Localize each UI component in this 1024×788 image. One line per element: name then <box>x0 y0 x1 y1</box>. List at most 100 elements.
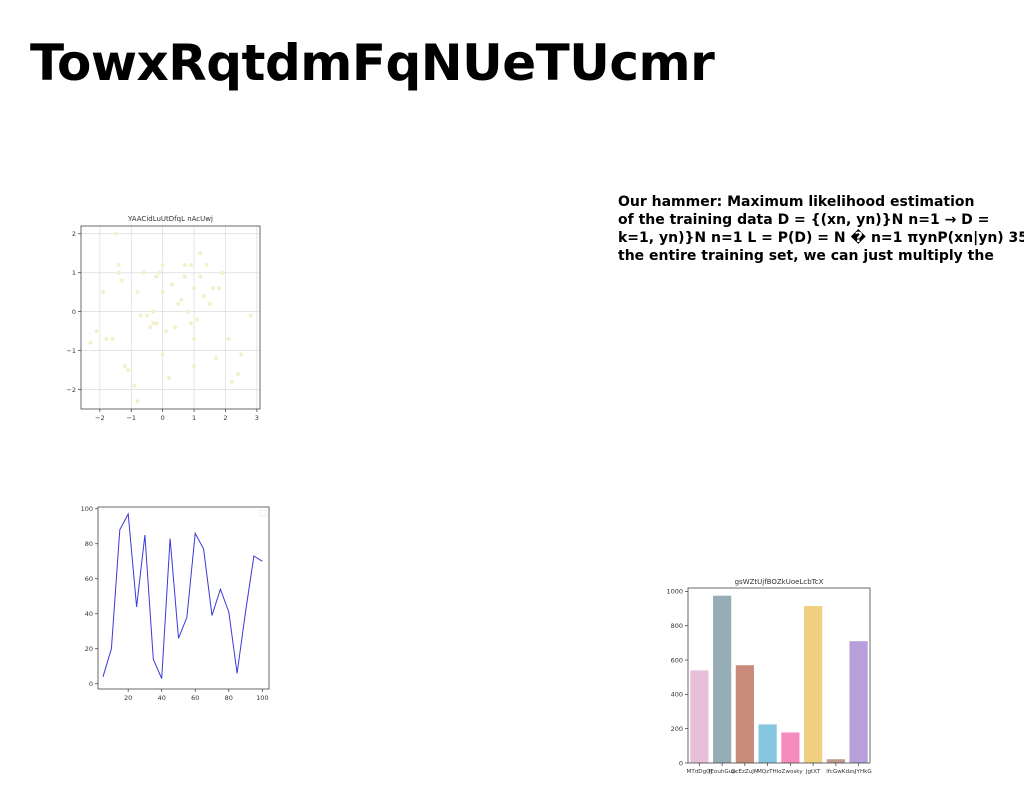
y-tick-label: −2 <box>66 386 76 394</box>
y-tick-label: 80 <box>85 540 93 548</box>
x-tick-label: 60 <box>191 694 199 702</box>
scatter-point <box>122 364 128 369</box>
y-tick-label: 20 <box>85 645 93 653</box>
scatter-point <box>226 336 231 342</box>
y-tick-label: 0 <box>89 680 93 688</box>
scatter-point <box>166 375 172 380</box>
y-tick-label: 1 <box>72 269 76 277</box>
scatter-point <box>191 286 197 291</box>
x-tick-label: −1 <box>126 414 136 422</box>
scatter-point <box>207 301 212 306</box>
scatter-point <box>160 352 165 357</box>
chart-title: YAACidLuUtDfqL nAcUwj <box>127 215 213 223</box>
line-chart: 20 40 60 80 100 0 20 40 60 80 100 <box>81 505 270 702</box>
scatter-point <box>195 317 200 322</box>
scatter-point <box>169 282 175 287</box>
scatter-point <box>239 352 244 357</box>
scatter-point <box>191 364 197 369</box>
scatter-point <box>182 274 187 279</box>
scatter-point <box>220 270 225 275</box>
bar <box>781 732 800 763</box>
x-tick-label: 1 <box>192 414 196 422</box>
scatter-point <box>182 262 187 268</box>
plot-frame <box>687 587 871 764</box>
chart-title: gsWZtUjfBOZkUoeLcbTcX <box>735 578 824 586</box>
x-tick-label: 80 <box>225 694 233 702</box>
scatter-point <box>198 251 203 256</box>
scatter-point <box>144 313 150 318</box>
plot-frame <box>97 506 270 690</box>
scatter-point <box>160 262 165 268</box>
scatter-point <box>126 367 131 373</box>
scatter-point <box>229 379 234 384</box>
y-tick-label: 1000 <box>666 588 683 596</box>
x-tick-label: 20 <box>124 694 132 702</box>
scatter-point <box>163 329 168 334</box>
x-tick-label: 100 <box>256 694 268 702</box>
bar <box>713 595 732 763</box>
scatter-point <box>235 371 241 377</box>
y-tick-label: 200 <box>671 725 683 733</box>
scatter-point <box>151 309 156 314</box>
y-tick-label: 100 <box>81 505 93 513</box>
bar <box>804 606 823 763</box>
scatter-point <box>210 286 215 291</box>
scatter-point <box>88 340 93 345</box>
scatter-point <box>248 313 253 318</box>
scatter-chart: YAACidLuUtDfqL nAcUwj −2 −1 0 1 2 3 −2 −1 0 1 2 <box>66 215 261 422</box>
scatter-point <box>154 274 159 279</box>
scatter-point <box>116 262 121 268</box>
bar-chart: gsWZtUjfBOZkUoeLcbTcX 0 200 400 600 800 1000 MT… <box>666 578 872 775</box>
body-line: k=1, yn)}N n=1 L = P(D) = N � n=1 πynP(x… <box>618 230 1024 246</box>
x-tick-label: dzsJYHkG <box>846 769 872 775</box>
scatter-point <box>217 286 222 291</box>
scatter-point <box>154 321 159 326</box>
scatter-point <box>191 336 197 342</box>
x-tick-label: 2 <box>223 414 227 422</box>
y-tick-label: 800 <box>671 622 683 630</box>
scatter-point <box>113 231 118 236</box>
y-tick-label: −1 <box>66 347 76 355</box>
line-series <box>102 512 263 679</box>
x-tick-label: GcEzZuJM <box>731 769 759 775</box>
x-tick-label: 40 <box>158 694 166 702</box>
scatter-point <box>110 336 115 342</box>
x-tick-label: fEouhGup <box>708 769 736 775</box>
y-tick-label: 40 <box>85 610 93 618</box>
scatter-point <box>116 270 121 275</box>
plot-frame <box>80 225 261 410</box>
scatter-point <box>179 297 184 303</box>
bar <box>735 665 754 763</box>
scatter-point <box>157 270 162 275</box>
x-tick-label: JgtXT <box>805 769 821 775</box>
scatter-point <box>188 321 194 326</box>
x-tick-label: oZwosky <box>778 769 803 775</box>
body-line: the entire training set, we can just mul… <box>618 248 994 264</box>
x-tick-label: MTdDgQJ <box>687 769 713 775</box>
scatter-point <box>173 325 178 330</box>
bar <box>826 759 845 763</box>
x-tick-label: MQzTHl <box>757 769 779 775</box>
bar <box>690 670 709 763</box>
scatter-point <box>213 356 219 361</box>
bar <box>849 641 868 763</box>
scatter-point <box>201 293 206 299</box>
scatter-point <box>176 301 181 306</box>
y-tick-label: 600 <box>671 656 683 664</box>
scatter-point <box>135 399 140 404</box>
x-tick-label: −2 <box>95 414 105 422</box>
scatter-point <box>198 274 203 279</box>
scatter-point <box>188 262 194 268</box>
scatter-point <box>100 290 106 295</box>
scatter-point <box>119 278 124 283</box>
scatter-point <box>104 336 109 342</box>
x-tick-label: lfcGwK <box>826 769 846 775</box>
scatter-point <box>135 290 140 295</box>
bar <box>758 724 777 763</box>
legend-box <box>259 509 267 517</box>
body-line: Our hammer: Maximum likelihood estimatio… <box>618 194 975 210</box>
scatter-point <box>132 383 137 388</box>
y-tick-label: 2 <box>72 230 76 238</box>
x-tick-label: 3 <box>255 414 259 422</box>
body-text: Our hammer: Maximum likelihood estimatio… <box>618 193 1024 265</box>
